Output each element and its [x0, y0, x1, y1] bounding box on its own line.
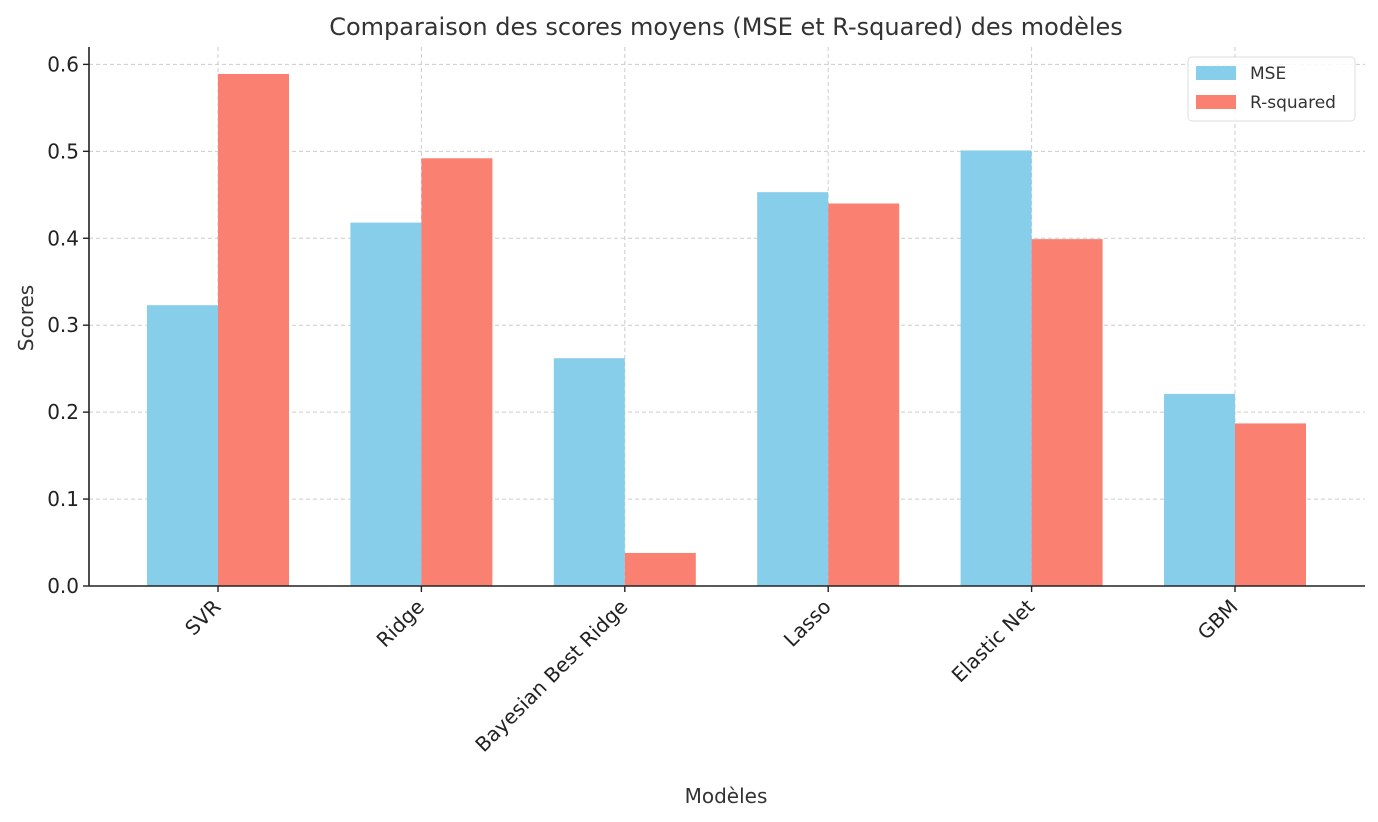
x-tick-label: Ridge	[372, 595, 429, 652]
bar-r-squared	[1235, 423, 1306, 586]
bar-mse	[960, 150, 1032, 586]
bar-r-squared	[421, 158, 493, 587]
legend-label: R-squared	[1250, 93, 1336, 113]
bar-r-squared	[624, 552, 696, 586]
bars	[147, 73, 1306, 587]
legend-swatch	[1196, 66, 1236, 80]
bar-mse	[350, 222, 422, 586]
axes	[88, 47, 1365, 587]
y-tick-label: 0.3	[47, 313, 79, 337]
y-axis-label: Scores	[14, 285, 38, 351]
chart-title: Comparaison des scores moyens (MSE et R-…	[329, 13, 1123, 41]
x-tick-label: Bayesian Best Ridge	[470, 595, 632, 757]
x-tick-label: SVR	[180, 594, 226, 640]
legend-label: MSE	[1250, 64, 1286, 84]
bar-r-squared	[1031, 239, 1103, 586]
y-tick-label: 0.1	[47, 487, 79, 511]
bar-r-squared	[828, 203, 900, 586]
bar-mse	[757, 192, 829, 586]
x-axis-label: Modèles	[685, 784, 768, 808]
bar-mse	[553, 358, 625, 586]
y-tick-label: 0.6	[47, 52, 79, 76]
x-tick-label: GBM	[1193, 595, 1243, 645]
x-tick-label: Lasso	[779, 595, 836, 652]
y-tick-label: 0.5	[47, 139, 79, 163]
bar-r-squared	[218, 73, 289, 586]
legend-swatch	[1196, 95, 1236, 109]
y-tick-label: 0.2	[47, 400, 79, 424]
y-tick-label: 0.0	[47, 574, 79, 598]
bar-mse	[1164, 393, 1235, 586]
x-axis-ticks: SVR Ridge Bayesian Best Ridge Lasso Elastic …	[180, 586, 1243, 757]
y-tick-label: 0.4	[47, 226, 79, 250]
y-axis-ticks: 0.0 0.1 0.2 0.3 0.4 0.5 0.6	[47, 52, 89, 598]
bar-mse	[147, 305, 218, 586]
x-tick-label: Elastic Net	[947, 594, 1040, 687]
legend: MSE R-squared	[1187, 56, 1356, 122]
